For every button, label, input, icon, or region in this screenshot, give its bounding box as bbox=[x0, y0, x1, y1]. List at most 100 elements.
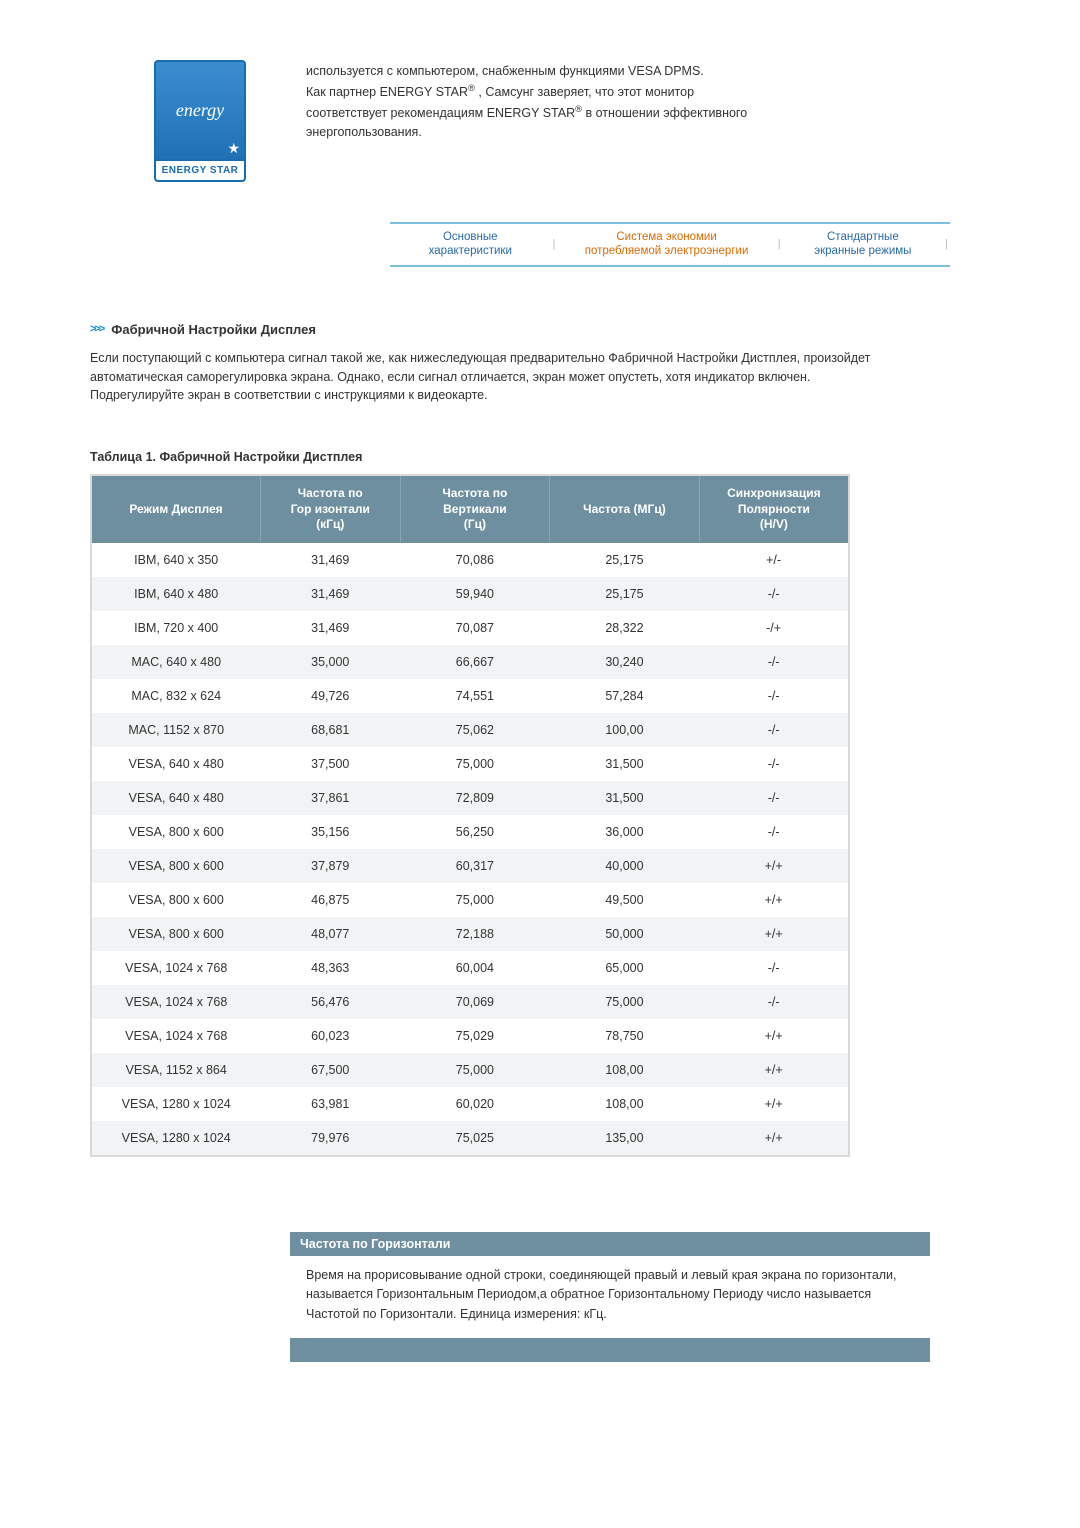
table-cell: VESA, 1024 x 768 bbox=[91, 951, 260, 985]
table-cell: 59,940 bbox=[400, 577, 550, 611]
table-cell: -/- bbox=[699, 713, 849, 747]
table-cell: VESA, 800 x 600 bbox=[91, 883, 260, 917]
table-head: Режим Дисплея Частота по Гор изонтали (к… bbox=[91, 475, 849, 543]
table-cell: 60,004 bbox=[400, 951, 550, 985]
table-cell: 75,029 bbox=[400, 1019, 550, 1053]
table-cell: 75,062 bbox=[400, 713, 550, 747]
table-cell: VESA, 640 x 480 bbox=[91, 747, 260, 781]
table-cell: 31,469 bbox=[260, 611, 400, 645]
table-cell: 40,000 bbox=[550, 849, 700, 883]
intro-block: energy ★ ENERGY STAR используется с комп… bbox=[90, 60, 990, 182]
th-line: Частота по bbox=[442, 486, 507, 500]
table-row: MAC, 640 x 48035,00066,66730,240-/- bbox=[91, 645, 849, 679]
table-cell: 28,322 bbox=[550, 611, 700, 645]
table-cell: 78,750 bbox=[550, 1019, 700, 1053]
th-line: Частота по bbox=[298, 486, 363, 500]
table-cell: 36,000 bbox=[550, 815, 700, 849]
table-row: VESA, 800 x 60046,87575,00049,500+/+ bbox=[91, 883, 849, 917]
table-body: IBM, 640 x 35031,46970,08625,175+/-IBM, … bbox=[91, 543, 849, 1156]
table-cell: 63,981 bbox=[260, 1087, 400, 1121]
table-cell: 75,025 bbox=[400, 1121, 550, 1156]
table-cell: -/- bbox=[699, 645, 849, 679]
table-row: VESA, 1024 x 76860,02375,02978,750+/+ bbox=[91, 1019, 849, 1053]
table-cell: 75,000 bbox=[400, 883, 550, 917]
table-cell: +/+ bbox=[699, 1053, 849, 1087]
table-cell: 46,875 bbox=[260, 883, 400, 917]
section-title: Фабричной Настройки Дисплея bbox=[111, 322, 316, 337]
table-row: VESA, 1280 x 102479,97675,025135,00+/+ bbox=[91, 1121, 849, 1156]
table-cell: 31,469 bbox=[260, 543, 400, 577]
table-cell: +/+ bbox=[699, 849, 849, 883]
table-cell: -/- bbox=[699, 951, 849, 985]
table-cell: 100,00 bbox=[550, 713, 700, 747]
table-cell: 60,023 bbox=[260, 1019, 400, 1053]
table-caption: Таблица 1. Фабричной Настройки Дистплея bbox=[90, 450, 990, 464]
page-root: energy ★ ENERGY STAR используется с комп… bbox=[0, 0, 1080, 1402]
intro-line-2b: , Самсунг заверяет, что этот монитор bbox=[475, 85, 694, 99]
section-paragraph: Если поступающий с компьютера сигнал так… bbox=[90, 349, 890, 405]
table-cell: VESA, 1024 x 768 bbox=[91, 1019, 260, 1053]
table-cell: VESA, 800 x 600 bbox=[91, 815, 260, 849]
table-cell: 60,020 bbox=[400, 1087, 550, 1121]
table-cell: 75,000 bbox=[400, 747, 550, 781]
th-line: (кГц) bbox=[316, 517, 344, 531]
tab-label-line: потребляемой электроэнергии bbox=[565, 244, 767, 258]
col-display-mode: Режим Дисплея bbox=[91, 475, 260, 543]
table-cell: 25,175 bbox=[550, 577, 700, 611]
table-cell: VESA, 1152 x 864 bbox=[91, 1053, 260, 1087]
intro-text: используется с компьютером, снабженным ф… bbox=[306, 60, 990, 141]
table-cell: 37,861 bbox=[260, 781, 400, 815]
table-row: VESA, 1024 x 76848,36360,00465,000-/- bbox=[91, 951, 849, 985]
definition-body: Время на прорисовывание одной строки, со… bbox=[290, 1256, 930, 1338]
table-row: VESA, 800 x 60037,87960,31740,000+/+ bbox=[91, 849, 849, 883]
table-cell: -/- bbox=[699, 985, 849, 1019]
table-row: IBM, 720 x 40031,46970,08728,322-/+ bbox=[91, 611, 849, 645]
star-icon: ★ bbox=[227, 140, 240, 157]
energy-star-logo: energy ★ ENERGY STAR bbox=[154, 60, 246, 182]
th-line: Синхронизация bbox=[727, 486, 821, 500]
table-cell: VESA, 1024 x 768 bbox=[91, 985, 260, 1019]
table-cell: 68,681 bbox=[260, 713, 400, 747]
chevron-icon: >>> bbox=[90, 323, 103, 335]
col-h-freq: Частота по Гор изонтали (кГц) bbox=[260, 475, 400, 543]
table-cell: 75,000 bbox=[550, 985, 700, 1019]
th-line: Гор изонтали bbox=[291, 502, 370, 516]
table-cell: 37,500 bbox=[260, 747, 400, 781]
table-cell: 56,250 bbox=[400, 815, 550, 849]
table-cell: -/- bbox=[699, 747, 849, 781]
table-cell: 35,000 bbox=[260, 645, 400, 679]
table-row: MAC, 1152 x 87068,68175,062100,00-/- bbox=[91, 713, 849, 747]
table-cell: 49,726 bbox=[260, 679, 400, 713]
tab-preset-modes[interactable]: Стандартные экранные режимы bbox=[783, 224, 944, 265]
table-cell: MAC, 832 x 624 bbox=[91, 679, 260, 713]
table-cell: -/- bbox=[699, 577, 849, 611]
tab-general-specs[interactable]: Основные характеристики bbox=[390, 224, 551, 265]
table-cell: 35,156 bbox=[260, 815, 400, 849]
table-cell: IBM, 640 x 350 bbox=[91, 543, 260, 577]
tab-label-line: характеристики bbox=[398, 244, 543, 258]
table-cell: 31,500 bbox=[550, 781, 700, 815]
table-cell: 70,086 bbox=[400, 543, 550, 577]
table-cell: +/+ bbox=[699, 1121, 849, 1156]
table-cell: -/+ bbox=[699, 611, 849, 645]
table-cell: 49,500 bbox=[550, 883, 700, 917]
table-cell: +/+ bbox=[699, 1019, 849, 1053]
table-cell: IBM, 720 x 400 bbox=[91, 611, 260, 645]
table-cell: 31,500 bbox=[550, 747, 700, 781]
table-cell: +/+ bbox=[699, 883, 849, 917]
table-cell: 50,000 bbox=[550, 917, 700, 951]
table-cell: +/+ bbox=[699, 917, 849, 951]
table-cell: 65,000 bbox=[550, 951, 700, 985]
th-line: (Гц) bbox=[464, 517, 486, 531]
table-row: VESA, 800 x 60048,07772,18850,000+/+ bbox=[91, 917, 849, 951]
table-cell: 70,069 bbox=[400, 985, 550, 1019]
table-row: IBM, 640 x 35031,46970,08625,175+/- bbox=[91, 543, 849, 577]
table-cell: 30,240 bbox=[550, 645, 700, 679]
tabs: Основные характеристики | Система эконом… bbox=[390, 222, 950, 267]
intro-line-3b: в отношении эффективного bbox=[582, 106, 747, 120]
tab-power-saving[interactable]: Система экономии потребляемой электроэне… bbox=[557, 224, 775, 265]
energy-star-label: ENERGY STAR bbox=[156, 159, 244, 180]
col-pixel-clock: Частота (МГц) bbox=[550, 475, 700, 543]
energy-star-script: energy bbox=[176, 100, 224, 121]
table-cell: 79,976 bbox=[260, 1121, 400, 1156]
